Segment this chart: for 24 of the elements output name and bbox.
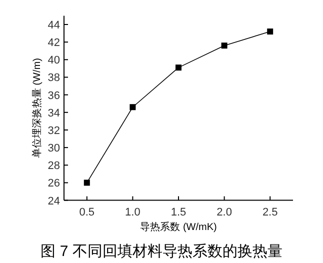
- text: 图 7 不同回填材料导热系数的换热量: [40, 243, 282, 260]
- y-tick-label: 34: [48, 107, 60, 120]
- x-tick-label: 1.5: [170, 206, 186, 218]
- y-tick-label: 36: [48, 90, 60, 102]
- y-tick-label: 42: [48, 37, 60, 50]
- x-tick-label: 0.5: [79, 206, 95, 218]
- point: [267, 28, 274, 35]
- x-tick-label: 1.0: [125, 206, 140, 218]
- x-axis-title: 导热系数 (W/mK): [140, 221, 217, 233]
- y-tick-label: 44: [48, 19, 60, 32]
- y-tick-label: 38: [48, 72, 60, 84]
- point: [176, 64, 182, 71]
- y-tick-label: 30: [48, 142, 60, 155]
- x-tick-label: 2.5: [262, 206, 278, 218]
- y-axis-title: 单位埋深换热量 (W/m): [31, 58, 43, 158]
- y-tick-label: 24: [48, 195, 60, 208]
- point: [84, 180, 90, 186]
- point: [221, 42, 228, 49]
- point: [130, 104, 136, 110]
- y-tick-label: 40: [48, 54, 60, 67]
- y-tick-label: 26: [48, 178, 60, 190]
- y-tick-label: 32: [48, 124, 60, 137]
- x-tick-label: 2.0: [216, 206, 232, 218]
- y-tick-label: 28: [48, 160, 60, 172]
